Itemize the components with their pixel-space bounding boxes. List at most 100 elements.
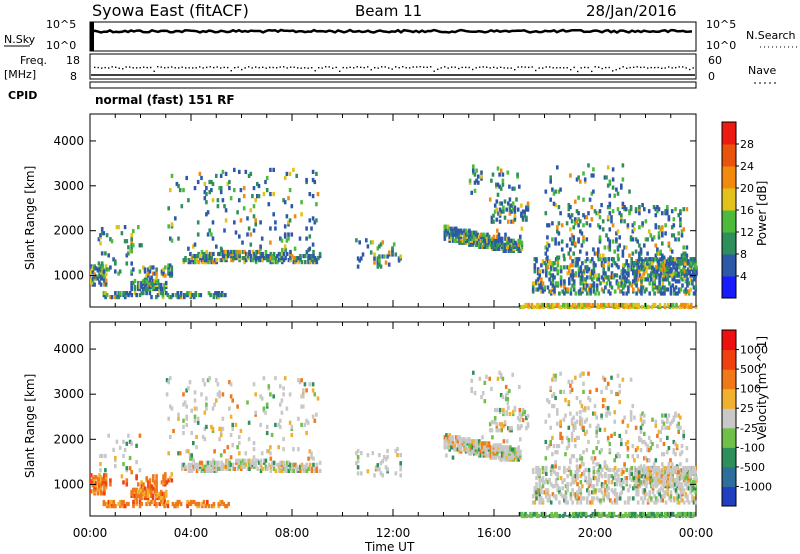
echo-cell	[226, 254, 230, 259]
echo-cell	[587, 287, 591, 292]
echo-cell	[212, 462, 215, 467]
echo-cell	[600, 482, 604, 487]
echo-cell	[661, 253, 664, 258]
echo-cell	[676, 279, 679, 284]
echo-cell	[541, 484, 545, 489]
echo-cell	[461, 437, 465, 442]
echo-cell	[196, 220, 200, 225]
echo-cell	[558, 486, 561, 491]
echo-cell	[122, 439, 125, 444]
echo-cell	[109, 295, 112, 300]
echo-cell	[644, 263, 647, 268]
echo-cell	[239, 428, 243, 434]
echo-cell	[167, 380, 170, 385]
echo-cell	[601, 302, 604, 308]
echo-cell	[300, 404, 303, 409]
echo-cell	[256, 249, 259, 255]
echo-cell	[481, 244, 484, 249]
echo-cell	[155, 286, 158, 292]
echo-cell	[662, 480, 665, 485]
echo-cell	[315, 462, 319, 467]
echo-cell	[574, 257, 578, 262]
cpid-panel	[89, 81, 697, 89]
echo-cell	[652, 511, 655, 517]
echo-cell	[265, 402, 269, 407]
echo-cell	[549, 175, 552, 180]
echo-cell	[533, 263, 537, 268]
echo-cell	[659, 498, 663, 503]
freq-dot	[643, 66, 645, 68]
echo-cell	[463, 232, 466, 237]
echo-cell	[220, 499, 224, 505]
echo-cell	[670, 419, 674, 424]
echo-cell	[639, 429, 643, 434]
echo-cell	[613, 498, 617, 503]
echo-cell	[509, 455, 512, 460]
echo-cell	[610, 275, 614, 280]
colorbar-swatch	[722, 276, 736, 299]
echo-cell	[622, 480, 625, 485]
echo-cell	[161, 501, 165, 507]
freq-dot	[678, 66, 680, 68]
echo-cell	[674, 291, 678, 296]
echo-cell	[148, 482, 152, 487]
echo-cell	[573, 302, 576, 308]
colorbar-tick-label: 8	[740, 248, 747, 261]
echo-cell	[599, 281, 602, 286]
echo-cell	[162, 271, 165, 276]
echo-cell	[620, 471, 624, 477]
echo-cell	[188, 380, 192, 385]
echo-cell	[125, 253, 129, 258]
echo-cell	[221, 169, 225, 174]
echo-cell	[687, 259, 690, 264]
echo-cell	[265, 449, 269, 454]
echo-cell	[115, 439, 119, 444]
echo-cell	[234, 422, 238, 427]
echo-cell	[125, 441, 129, 446]
echo-cell	[618, 496, 622, 501]
echo-cell	[502, 445, 506, 450]
echo-cell	[475, 168, 478, 173]
echo-cell	[617, 478, 620, 483]
echo-cell	[677, 421, 680, 426]
echo-cell	[107, 504, 111, 509]
echo-cell	[602, 289, 605, 294]
echo-cell	[185, 422, 188, 427]
echo-cell	[297, 256, 300, 261]
echo-cell	[223, 204, 226, 209]
nsky-left-bar	[90, 22, 94, 51]
echo-cell	[212, 501, 216, 507]
echo-cell	[170, 406, 174, 411]
echo-cell	[587, 371, 590, 376]
echo-cell	[671, 511, 675, 517]
echo-cell	[563, 285, 566, 290]
echo-cell	[654, 476, 657, 481]
colorbar-tick-label: 1000	[740, 344, 768, 357]
echo-cell	[681, 511, 685, 517]
echo-cell	[616, 452, 620, 457]
echo-cell	[630, 465, 633, 471]
echo-cell	[604, 285, 607, 290]
echo-cell	[254, 249, 258, 255]
freq-dot	[101, 67, 103, 69]
echo-cell	[679, 490, 683, 495]
echo-cell	[623, 462, 626, 467]
echo-cell	[231, 398, 234, 403]
echo-cell	[695, 476, 698, 481]
echo-cell	[313, 392, 317, 397]
echo-cell	[125, 239, 129, 244]
echo-cell	[521, 411, 525, 417]
echo-cell	[682, 251, 685, 256]
echo-cell	[556, 225, 559, 230]
echo-cell	[673, 478, 677, 483]
colorbar-tick-label: 4	[740, 270, 747, 283]
echo-cell	[578, 302, 581, 308]
echo-cell	[256, 256, 259, 261]
echo-cell	[496, 242, 499, 247]
echo-cell	[99, 479, 103, 484]
echo-cell	[114, 259, 117, 264]
echo-cell	[660, 261, 664, 266]
echo-cell	[259, 220, 262, 225]
freq-dot	[122, 68, 124, 70]
